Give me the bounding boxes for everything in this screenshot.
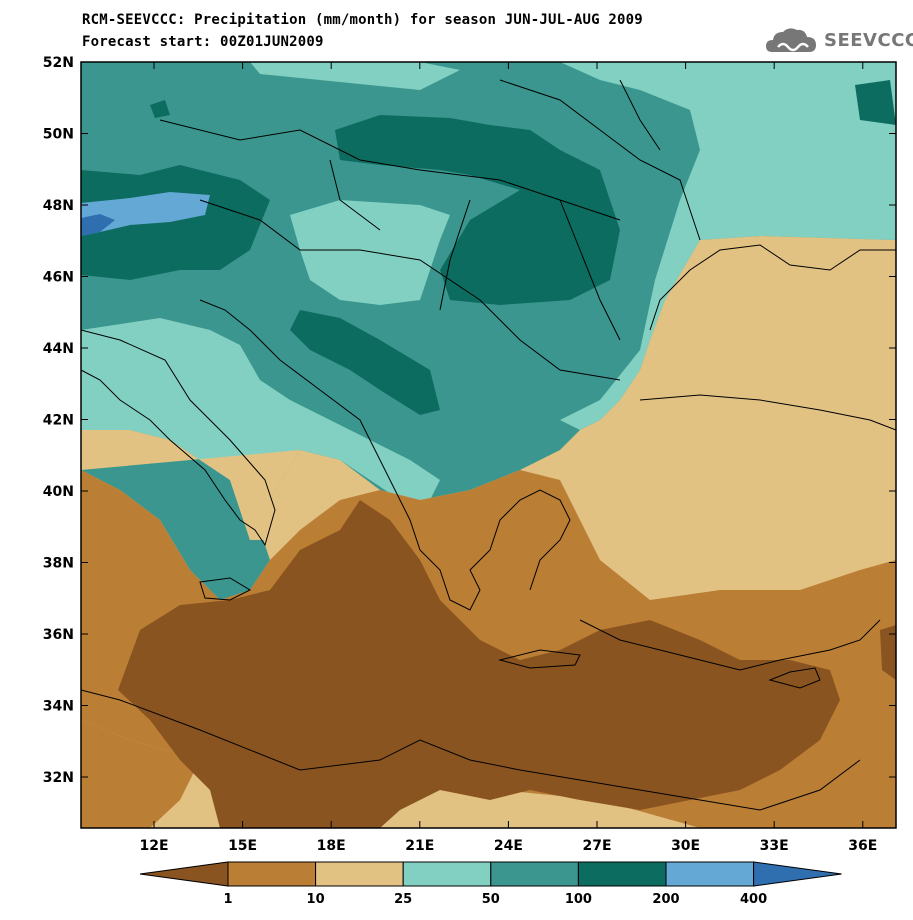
lat-label: 50N [43, 127, 74, 143]
italy-coast [81, 329, 276, 547]
greece-coast [419, 489, 571, 611]
field-darkbrown [118, 500, 840, 828]
lon-label: 18E [317, 838, 346, 854]
adriatic-east-coast [199, 299, 421, 551]
lat-label: 40N [43, 484, 74, 500]
field-lightteal-ne [560, 62, 896, 430]
lon-label: 15E [228, 838, 257, 854]
colorbar-label: 50 [482, 892, 500, 907]
borders-central-europe [159, 119, 621, 381]
lat-label: 48N [43, 198, 74, 214]
colorbar-label: 1 [223, 892, 232, 907]
colorbar-high-arrow [753, 861, 842, 887]
lat-label: 52N [43, 55, 74, 71]
lat-label: 34N [43, 699, 74, 715]
africa-coast [81, 689, 861, 811]
longitude-axis: 12E 15E 18E 21E 24E 27E 30E 33E 36E [139, 62, 877, 854]
field-brown-southeast [700, 720, 896, 828]
field-darkteal-west [81, 165, 270, 280]
lon-label: 30E [671, 838, 700, 854]
colorbar-swatch [665, 861, 755, 887]
lon-label: 24E [494, 838, 523, 854]
colorbar-label: 200 [652, 892, 679, 907]
field-lightblue-alps [81, 192, 210, 236]
colorbar-label: 100 [565, 892, 592, 907]
borders-east [499, 79, 701, 241]
lon-label: 36E [848, 838, 877, 854]
colorbar-label: 400 [740, 892, 767, 907]
field-brown-southwest [81, 720, 200, 828]
crete [498, 649, 581, 669]
cyprus [768, 667, 821, 689]
colorbar-swatch [577, 861, 667, 887]
lon-label: 21E [405, 838, 434, 854]
anatolia-south-coast [579, 619, 881, 671]
lat-label: 46N [43, 270, 74, 286]
forecast-start-label: Forecast start: 00Z01JUN2009 [82, 34, 324, 50]
lat-label: 42N [43, 413, 74, 429]
colorbar-low-arrow [139, 861, 229, 887]
seevccc-logo-text: SEEVCCC [824, 30, 913, 51]
field-lightteal-center [290, 200, 450, 305]
field-darkbrown-east [880, 625, 896, 680]
colorbar-label: 25 [394, 892, 412, 907]
precipitation-field [81, 62, 896, 828]
field-lightteal-nw [250, 62, 460, 90]
lon-label: 27E [582, 838, 611, 854]
coastlines-and-borders [81, 79, 896, 811]
colorbar-swatch [490, 861, 579, 887]
field-darkteal-balkan [290, 310, 440, 415]
lon-label: 33E [760, 838, 789, 854]
field-lightteal-italy [81, 318, 440, 540]
map-title: RCM-SEEVCCC: Precipitation (mm/month) fo… [82, 12, 643, 28]
lat-label: 38N [43, 556, 74, 572]
field-darkteal-north [335, 115, 620, 305]
lat-label: 36N [43, 627, 74, 643]
latitude-axis: 52N 50N 48N 46N 44N 42N 40N 38N 36N 34N 32N [43, 55, 896, 786]
field-darkteal-spot [150, 100, 170, 118]
sicily [199, 577, 252, 601]
black-sea-coast [639, 244, 896, 431]
lat-label: 32N [43, 770, 74, 786]
cloud-logo-icon [766, 28, 816, 52]
colorbar-legend: 1 10 25 50 100 200 400 [139, 861, 842, 907]
lat-label: 44N [43, 341, 74, 357]
colorbar-label: 10 [307, 892, 325, 907]
field-blue-alps [81, 214, 115, 236]
field-darkteal-spot2 [855, 80, 896, 125]
colorbar-swatch [315, 861, 404, 887]
lon-label: 12E [139, 838, 168, 854]
colorbar-swatch [227, 861, 317, 887]
colorbar-swatch [402, 861, 492, 887]
plot-frame [80, 61, 897, 829]
